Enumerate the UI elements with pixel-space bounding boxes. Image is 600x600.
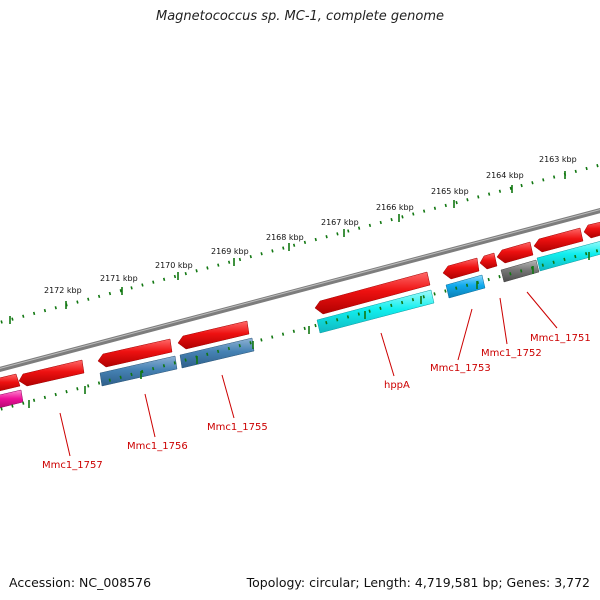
outer-ruler-labels: 2163 kbp 2164 kbp 2165 kbp 2166 kbp 2167… [44,155,577,295]
outer-ruler-minor-ticks [0,163,600,324]
cds-bar-cyan [536,241,600,272]
gene-labels: Mmc1_1751 Mmc1_1752 Mmc1_1753 hppA Mmc1_… [42,333,591,471]
gene-arrow-forward [0,373,21,392]
scale-label: 2166 kbp [376,203,414,212]
gene-arrow-forward [496,241,534,264]
label-leaders [59,291,558,457]
scale-label: 2172 kbp [44,286,82,295]
cds-bar-cyan [316,289,435,334]
inner-ruler [0,248,600,411]
gene-label: Mmc1_1752 [481,348,542,359]
scale-label: 2168 kbp [266,233,304,242]
cds-track [0,241,600,409]
map-title: Magnetococcus sp. MC-1, complete genome [155,9,445,24]
accession-text: Accession: NC_008576 [9,575,152,590]
cds-bar-gray [500,259,540,283]
forward-gene-track [0,221,600,392]
scale-label: 2165 kbp [431,187,469,196]
scale-label: 2164 kbp [486,171,524,180]
gene-arrow-forward [177,320,250,350]
gene-label: Mmc1_1757 [42,460,103,471]
cds-bar-steelblue [179,337,255,369]
outer-ruler: 2163 kbp 2164 kbp 2165 kbp 2166 kbp 2167… [0,155,600,324]
cds-bar-magenta [0,389,24,409]
gene-label: Mmc1_1753 [430,363,491,374]
gene-label: hppA [384,380,410,391]
scale-label: 2163 kbp [539,155,577,164]
scale-label: 2170 kbp [155,261,193,270]
gene-label: Mmc1_1751 [530,333,591,344]
gene-arrow-forward [479,252,498,270]
gene-arrow-forward [583,221,600,239]
inner-ruler-major-ticks [28,252,590,408]
genome-backbone [0,208,600,372]
gene-label: Mmc1_1756 [127,441,188,452]
gene-arrow-forward [533,227,584,253]
cds-bar-skyblue [445,274,486,299]
gene-arrow-forward [97,338,173,368]
cds-bar-steelblue [99,355,178,387]
gene-arrow-forward [442,257,480,280]
inner-ruler-minor-ticks [0,248,600,411]
gene-label: Mmc1_1755 [207,422,268,433]
gene-arrow-forward [18,359,85,387]
outer-ruler-major-ticks [9,171,566,324]
scale-label: 2167 kbp [321,218,359,227]
scale-label: 2169 kbp [211,247,249,256]
scale-label: 2171 kbp [100,274,138,283]
genome-summary-text: Topology: circular; Length: 4,719,581 bp… [246,575,590,590]
gene-arrow-forward [314,271,431,315]
